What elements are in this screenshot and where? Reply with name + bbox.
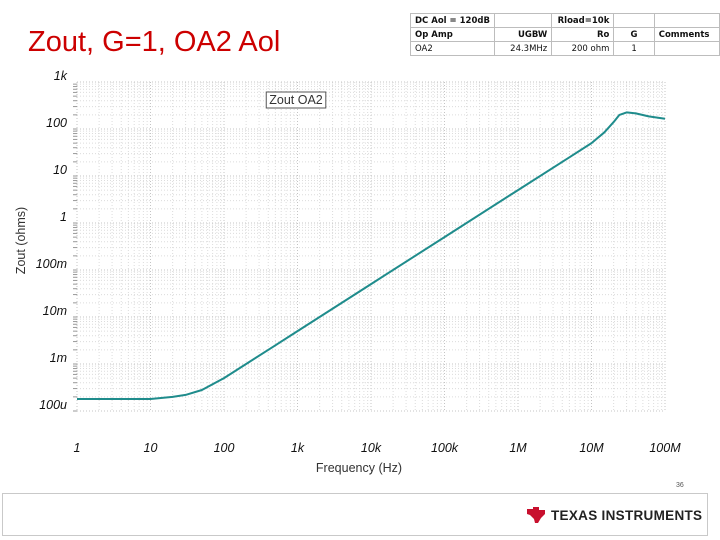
page-number: 36 <box>676 482 684 489</box>
x-tick-label: 100 <box>214 441 235 455</box>
logo-text: TEXAS INSTRUMENTS <box>551 507 703 523</box>
y-tick-label: 1k <box>54 69 68 83</box>
y-tick-label: 100m <box>36 257 67 271</box>
y-axis-label: Zout (ohms) <box>14 207 28 274</box>
x-tick-label: 100M <box>649 441 681 455</box>
parameter-table-row: OA2 24.3MHz 200 ohm 1 <box>410 41 720 56</box>
parameter-table: DC Aol = 120dB Rload=10k Op Amp UGBW Ro G Comm… <box>410 13 720 56</box>
parameter-table-cell: 1 <box>613 41 655 56</box>
x-tick-label: 1 <box>74 441 81 455</box>
footer-box <box>2 493 708 536</box>
x-tick-label: 10 <box>144 441 158 455</box>
slide-title: Zout, G=1, OA2 Aol <box>28 26 281 58</box>
y-tick-label: 10 <box>53 163 67 177</box>
x-axis-label: Frequency (Hz) <box>316 461 402 475</box>
y-tick-label: 1m <box>50 351 67 365</box>
parameter-table-cell: 200 ohm <box>551 41 615 56</box>
series-line <box>77 111 666 400</box>
parameter-table-cell: OA2 <box>410 41 495 56</box>
x-tick-label: 1k <box>291 441 305 455</box>
parameter-table-cell: 24.3MHz <box>493 41 553 56</box>
texas-instruments-logo: TEXAS INSTRUMENTS <box>526 506 702 524</box>
y-tick-label: 100u <box>39 398 67 412</box>
legend-label: Zout OA2 <box>269 93 323 107</box>
y-tick-label: 1 <box>60 210 67 224</box>
x-tick-label: 10k <box>361 441 382 455</box>
parameter-table-cell <box>653 41 720 56</box>
y-tick-label: 100 <box>46 116 67 130</box>
y-tick-label: 10m <box>43 304 67 318</box>
x-tick-label: 10M <box>579 441 604 455</box>
texas-instruments-logo-icon <box>527 507 545 523</box>
legend-box <box>265 91 327 109</box>
x-tick-label: 1M <box>509 441 527 455</box>
x-tick-label: 100k <box>431 441 459 455</box>
